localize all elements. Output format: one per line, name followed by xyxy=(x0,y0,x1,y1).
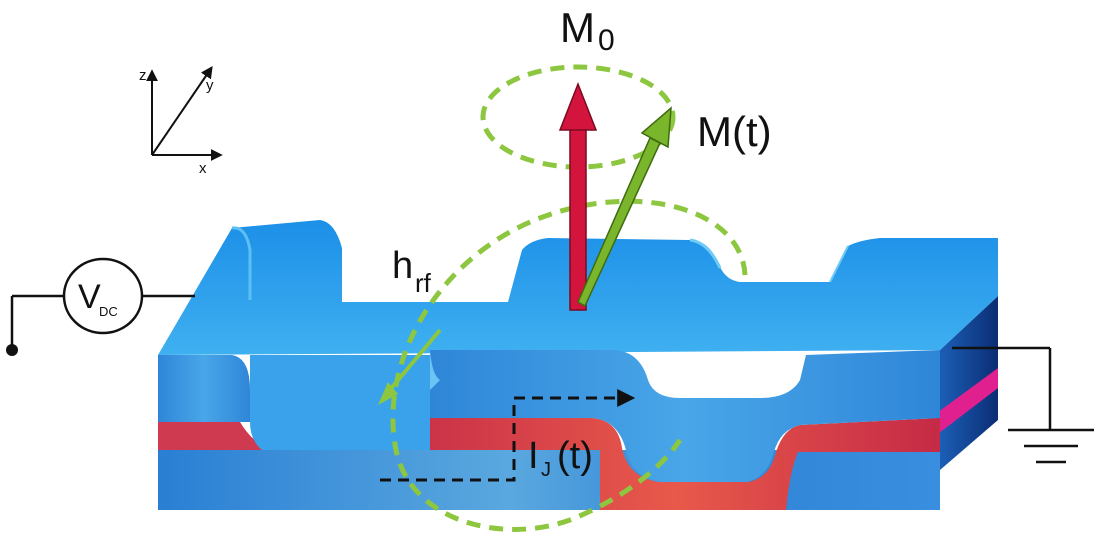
dc-voltage-source: V DC xyxy=(6,257,195,356)
hrf-field-loop xyxy=(381,198,748,532)
z-axis-label: z xyxy=(139,67,147,84)
right-magenta-layer xyxy=(930,368,998,440)
ij-label-tail: (t) xyxy=(557,435,593,477)
left-barrier-layer xyxy=(158,422,270,450)
right-ridge xyxy=(829,245,849,283)
bottom-electrode xyxy=(158,450,940,510)
mt-label: M(t) xyxy=(697,108,772,155)
hrf-label-main: h xyxy=(392,245,413,287)
center-ridge xyxy=(689,238,722,269)
hrf-arrowhead xyxy=(378,382,398,405)
ground-symbol xyxy=(952,346,1094,464)
terminal-dot xyxy=(6,344,18,356)
junction-current-path xyxy=(380,389,636,482)
m0-vector-arrow xyxy=(558,81,598,311)
ij-label-sub: J xyxy=(541,459,551,481)
vdc-label-sub: DC xyxy=(99,304,118,319)
y-axis-label: y xyxy=(206,77,214,94)
right-electrode-front xyxy=(430,350,940,482)
voltmeter-circle xyxy=(62,257,144,335)
left-electrode-front xyxy=(158,355,250,422)
axis-triad xyxy=(146,66,223,161)
mt-vector-arrow xyxy=(577,106,672,308)
hrf-label-sub: rf xyxy=(415,268,432,298)
y-axis xyxy=(151,66,213,156)
m0-label-main: M xyxy=(560,4,595,51)
front-highlight xyxy=(430,350,440,390)
vdc-label-main: V xyxy=(78,278,101,316)
left-ridge xyxy=(231,226,252,300)
ij-label-main: I xyxy=(528,435,539,477)
center-barrier-layer xyxy=(410,418,940,510)
x-axis-label: x xyxy=(199,160,207,177)
m0-label-sub: 0 xyxy=(598,24,615,57)
left-recess-front xyxy=(250,355,430,450)
right-side-face xyxy=(940,296,998,470)
